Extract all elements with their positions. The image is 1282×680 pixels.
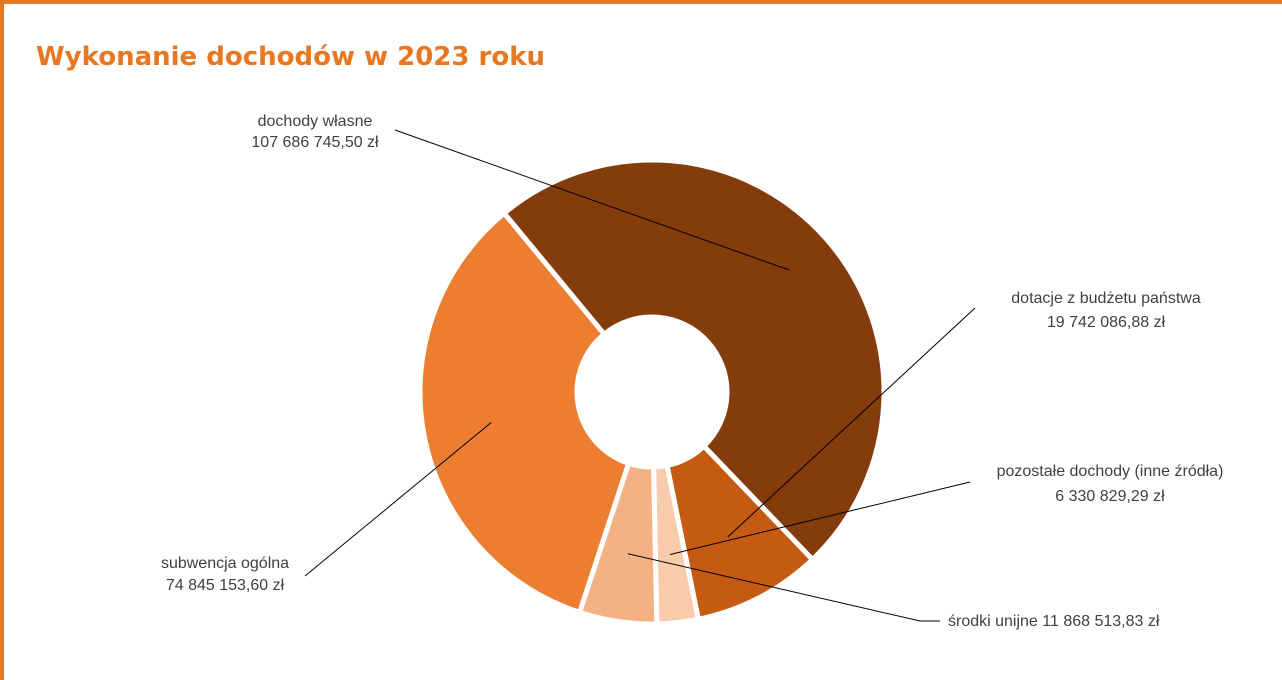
label-dochody-wlasne: dochody własne 107 686 745,50 zł xyxy=(251,113,379,151)
leader-line-dotacje xyxy=(727,307,976,538)
slice-dochody-wlasne xyxy=(501,157,887,563)
leader-line-subwencja-ogolna xyxy=(304,421,492,577)
label-dotacje: dotacje z budżetu państwa 19 742 086,88 z… xyxy=(1011,290,1201,331)
label-srodki-unijne: środki unijne 11 868 513,83 zł xyxy=(948,613,1160,630)
leader-line-srodki-unijne xyxy=(627,553,940,622)
label-pozostale-dochody: pozostałe dochody (inne źródła) 6 330 829… xyxy=(997,463,1224,505)
slice-subwencja-ogolna xyxy=(417,210,632,615)
slice-dotacje xyxy=(664,443,815,622)
leader-line-dochody-wlasne xyxy=(394,129,790,271)
label-subwencja-ogolna: subwencja ogólna 74 845 153,60 zł xyxy=(161,555,289,594)
chart-title: Wykonanie dochodów w 2023 roku xyxy=(36,42,546,72)
leader-line-pozostale-dochody xyxy=(669,481,971,555)
